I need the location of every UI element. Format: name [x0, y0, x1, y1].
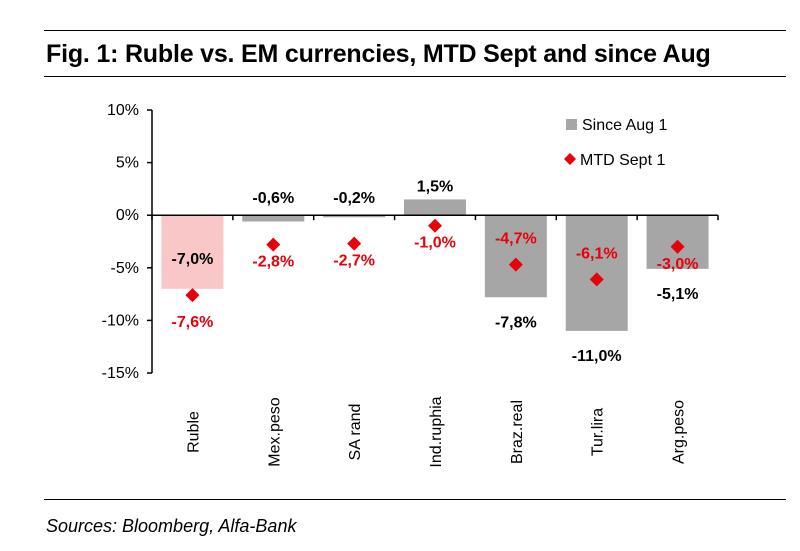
mtd-diamond-marker [589, 272, 604, 287]
mtd-diamond-marker [347, 236, 362, 251]
title-underline [44, 76, 786, 77]
legend-marker-mtd [564, 153, 576, 165]
mtd-diamond-marker [185, 288, 200, 303]
bar-value-label: -7,0% [172, 251, 214, 268]
chart-title: Fig. 1: Ruble vs. EM currencies, MTD Sep… [46, 40, 711, 68]
legend-swatch-since-aug [566, 119, 577, 130]
bottom-rule [44, 499, 786, 500]
category-label: Ind.ruphia [428, 396, 445, 467]
y-tick-label: -15% [102, 365, 139, 382]
bar-value-label: -0,6% [252, 190, 294, 207]
mtd-diamond-marker [428, 218, 442, 233]
mtd-value-label: -4,7% [495, 231, 537, 248]
category-label: SA rand [347, 404, 364, 461]
category-label: Arg.peso [671, 400, 688, 464]
bar-mex-peso [242, 215, 305, 222]
bar-value-label: -0,2% [333, 190, 375, 207]
bar-value-label: -11,0% [572, 348, 622, 365]
category-label: Tur.lira [590, 408, 607, 456]
mtd-diamond-marker [508, 257, 523, 272]
legend-label-mtd: MTD Sept 1 [580, 152, 665, 169]
y-tick-label: 10% [107, 102, 139, 119]
y-tick-label: 0% [116, 207, 139, 224]
top-rule [44, 30, 786, 31]
bar-value-label: -5,1% [657, 286, 699, 303]
bar-ruble [161, 215, 224, 289]
mtd-value-label: -2,8% [252, 254, 294, 271]
y-tick-label: -5% [111, 260, 139, 277]
bar-value-label: 1,5% [417, 178, 453, 195]
category-label: Ruble [185, 411, 202, 453]
category-label: Mex.peso [266, 397, 283, 466]
category-label: Braz.real [509, 400, 526, 464]
mtd-value-label: -2,7% [333, 253, 375, 270]
y-tick-label: 5% [116, 155, 139, 172]
bar-braz-real [484, 215, 547, 298]
bar-value-label: -7,8% [495, 314, 537, 331]
y-tick-label: -10% [102, 312, 139, 329]
legend-label-since-aug: Since Aug 1 [582, 117, 668, 134]
mtd-diamond-marker [670, 239, 685, 254]
mtd-value-label: -1,0% [414, 235, 456, 252]
mtd-value-label: -6,1% [576, 245, 618, 262]
bar-ind-ruphia [404, 199, 466, 216]
bar-sa-rand [323, 215, 386, 218]
source-note: Sources: Bloomberg, Alfa-Bank [46, 516, 297, 536]
mtd-diamond-marker [266, 237, 281, 252]
mtd-value-label: -3,0% [657, 256, 699, 273]
mtd-value-label: -7,6% [172, 314, 214, 331]
